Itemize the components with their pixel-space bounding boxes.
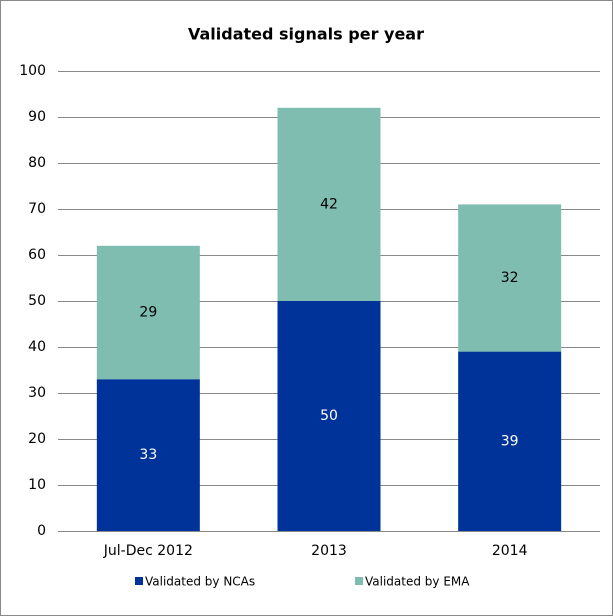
- y-tick-label: 30: [28, 385, 46, 401]
- y-tick-label: 90: [28, 109, 46, 125]
- y-tick-label: 80: [28, 155, 46, 171]
- y-tick-label: 70: [28, 201, 46, 217]
- x-tick-label: Jul-Dec 2012: [103, 543, 193, 559]
- bar-segment: [96, 245, 200, 380]
- y-tick-label: 50: [28, 293, 46, 309]
- y-tick-label: 40: [28, 339, 46, 355]
- y-tick-label: 10: [28, 477, 46, 493]
- y-tick-label: 20: [28, 431, 46, 447]
- bar-segment: [277, 301, 381, 531]
- legend-label: Validated by EMA: [365, 575, 470, 589]
- x-tick-label: 2013: [311, 543, 347, 559]
- bar-segment: [277, 107, 381, 301]
- legend-swatch: [135, 577, 143, 585]
- data-label: 29: [139, 305, 157, 321]
- x-tick-label: 2014: [492, 543, 528, 559]
- legend-label: Validated by NCAs: [145, 575, 255, 589]
- y-tick-label: 60: [28, 247, 46, 263]
- data-label: 32: [501, 270, 519, 286]
- bar-segment: [458, 204, 562, 352]
- y-tick-label: 100: [19, 63, 46, 79]
- bar-segment: [96, 379, 200, 531]
- data-label: 50: [320, 408, 338, 424]
- data-label: 39: [501, 433, 519, 449]
- y-tick-label: 0: [37, 523, 46, 539]
- data-label: 33: [139, 447, 157, 463]
- data-label: 42: [320, 196, 338, 212]
- chart-title: Validated signals per year: [188, 25, 424, 44]
- bar-segment: [458, 351, 562, 531]
- legend-swatch: [355, 577, 363, 585]
